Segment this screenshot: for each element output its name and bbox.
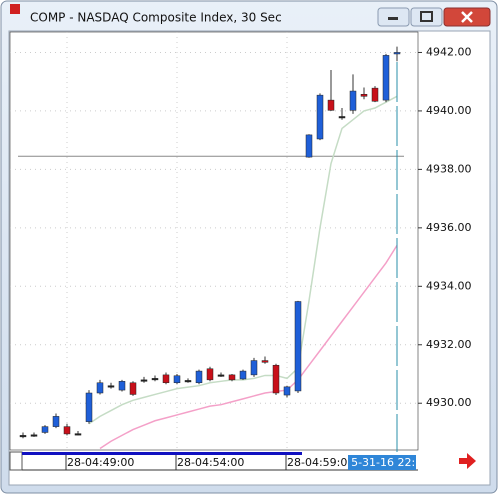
scroll-right-arrow[interactable] xyxy=(459,453,476,469)
candle-body xyxy=(30,434,38,437)
candle-body xyxy=(338,116,346,119)
candle-body xyxy=(206,368,214,381)
scroll-bar[interactable] xyxy=(22,452,302,455)
candle-body xyxy=(195,370,203,384)
candle-body xyxy=(173,375,181,384)
candle-body xyxy=(371,87,379,102)
candle-body xyxy=(349,90,357,111)
x-tick-label: 28-04:54:00 xyxy=(177,456,244,469)
candle-body xyxy=(118,381,126,391)
candle-body xyxy=(382,55,390,101)
app-icon xyxy=(10,4,20,14)
candle-body xyxy=(294,301,302,392)
minimize-icon xyxy=(388,17,398,20)
y-tick-label: 4940.00 xyxy=(426,104,472,117)
candle-body xyxy=(217,374,225,377)
moving-average xyxy=(99,244,398,450)
y-tick-label: 4938.00 xyxy=(426,162,472,175)
candle-body xyxy=(261,360,269,363)
candle-body xyxy=(140,379,148,382)
candle-body xyxy=(239,370,247,380)
candle-body xyxy=(96,382,104,394)
candle-body xyxy=(74,433,82,436)
plot-area xyxy=(9,31,419,451)
x-tick-label: 28-04:59:00 xyxy=(287,456,354,469)
candle-body xyxy=(327,99,335,111)
candle-body xyxy=(283,386,291,396)
candle-body xyxy=(316,94,324,140)
candle-body xyxy=(41,426,49,433)
candle-body xyxy=(250,360,258,376)
y-tick-label: 4936.00 xyxy=(426,221,472,234)
candle-body xyxy=(393,52,401,55)
candle-body xyxy=(305,134,313,158)
close-icon xyxy=(461,11,473,23)
candle-body xyxy=(162,374,170,384)
cursor-label: 5-31-16 22:34:00 xyxy=(351,456,447,469)
y-tick-label: 4942.00 xyxy=(426,45,472,58)
maximize-icon xyxy=(420,11,433,22)
candle-body xyxy=(184,380,192,383)
candle-body xyxy=(360,94,368,97)
y-tick-label: 4934.00 xyxy=(426,279,472,292)
candle-body xyxy=(151,378,159,381)
candle-body xyxy=(272,364,280,394)
window-title: COMP - NASDAQ Composite Index, 30 Sec xyxy=(30,11,282,25)
cursor-label-bg xyxy=(348,455,416,470)
candle-body xyxy=(129,382,137,395)
y-tick-label: 4930.00 xyxy=(426,396,472,409)
candle-body xyxy=(52,416,60,427)
maximize-button[interactable] xyxy=(410,7,443,27)
x-tick-label: 28-04:49:00 xyxy=(67,456,134,469)
candle-body xyxy=(228,374,236,381)
candle-body xyxy=(63,426,71,435)
y-tick-label: 4932.00 xyxy=(426,338,472,351)
scroll-box[interactable] xyxy=(9,451,23,471)
candle-body xyxy=(19,435,27,438)
candle-body xyxy=(107,385,115,388)
candle-body xyxy=(85,392,93,422)
